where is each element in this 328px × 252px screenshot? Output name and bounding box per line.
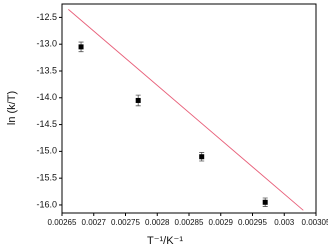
y-axis-title: ln (k/T) — [6, 91, 18, 125]
y-tick-label: -16.0 — [36, 199, 57, 209]
y-tick-label: -13.0 — [36, 39, 57, 49]
x-axis-title: T⁻¹/K⁻¹ — [147, 235, 183, 247]
y-tick-label: -12.5 — [36, 12, 57, 22]
fit-line — [68, 9, 304, 211]
x-tick-label: 0.0029 — [209, 218, 234, 227]
data-point — [135, 97, 141, 103]
x-tick-label: 0.00275 — [111, 218, 140, 227]
y-tick-label: -15.0 — [36, 146, 57, 156]
y-tick-label: -14.5 — [36, 119, 57, 129]
x-tick-label: 0.00295 — [238, 218, 267, 227]
x-tick-label: 0.00305 — [302, 218, 328, 227]
plot-frame — [61, 3, 317, 214]
y-tick-label: -13.5 — [36, 65, 57, 75]
y-tick-label: -15.5 — [36, 173, 57, 183]
x-tick-label: 0.003 — [274, 218, 295, 227]
x-tick-label: 0.0028 — [145, 218, 170, 227]
x-tick-label: 0.00265 — [48, 218, 77, 227]
x-tick-label: 0.0027 — [82, 218, 107, 227]
x-tick-label: 0.00285 — [175, 218, 204, 227]
y-tick-label: -14.0 — [36, 92, 57, 102]
data-point — [78, 44, 84, 50]
data-point — [199, 154, 205, 160]
data-point — [262, 199, 268, 205]
